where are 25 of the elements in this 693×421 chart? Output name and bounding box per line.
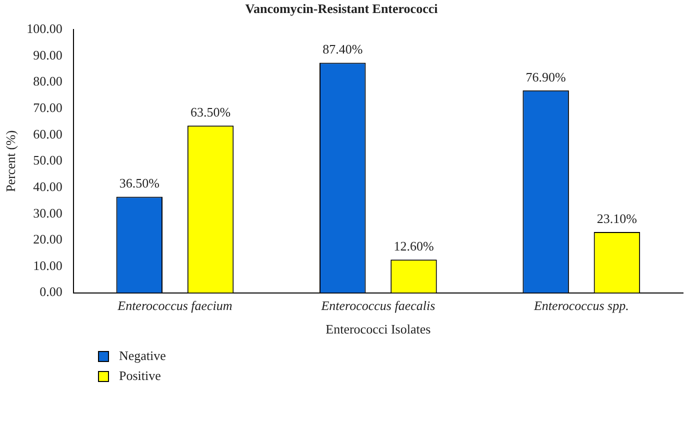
data-label: 76.90% bbox=[526, 69, 566, 84]
y-tick-label: 100.00 bbox=[26, 21, 62, 36]
data-label: 23.10% bbox=[596, 210, 638, 226]
x-axis-title: Enterococci Isolates bbox=[326, 322, 431, 337]
y-tick-label: 30.00 bbox=[33, 205, 62, 220]
y-axis-title: Percent (%) bbox=[3, 130, 18, 192]
y-tick-label: 70.00 bbox=[33, 100, 62, 115]
data-label: 87.40% bbox=[322, 42, 363, 57]
y-tick-label: 50.00 bbox=[33, 152, 62, 168]
data-label: 63.50% bbox=[190, 104, 231, 120]
y-tick-label: 20.00 bbox=[33, 232, 62, 247]
y-tick-label: 90.00 bbox=[33, 47, 62, 62]
y-tick-label: 0.00 bbox=[40, 284, 62, 300]
x-tick-label: Enterococcus spp. bbox=[532, 298, 629, 314]
chart-title: Vancomycin-Resistant Enterococci bbox=[245, 1, 438, 16]
y-tick-label: 60.00 bbox=[33, 126, 62, 142]
legend-label: Positive bbox=[118, 367, 162, 385]
x-tick-label: Enterococcus faecalis bbox=[320, 298, 436, 314]
y-tick-label: 10.00 bbox=[33, 258, 62, 273]
data-label: 12.60% bbox=[394, 238, 434, 254]
x-tick-label: Enterococcus faecium bbox=[116, 298, 232, 314]
legend-label: Negative bbox=[118, 347, 166, 365]
y-tick-label: 40.00 bbox=[33, 178, 62, 194]
data-label: 36.50% bbox=[119, 176, 160, 191]
y-tick-label: 80.00 bbox=[33, 74, 62, 89]
